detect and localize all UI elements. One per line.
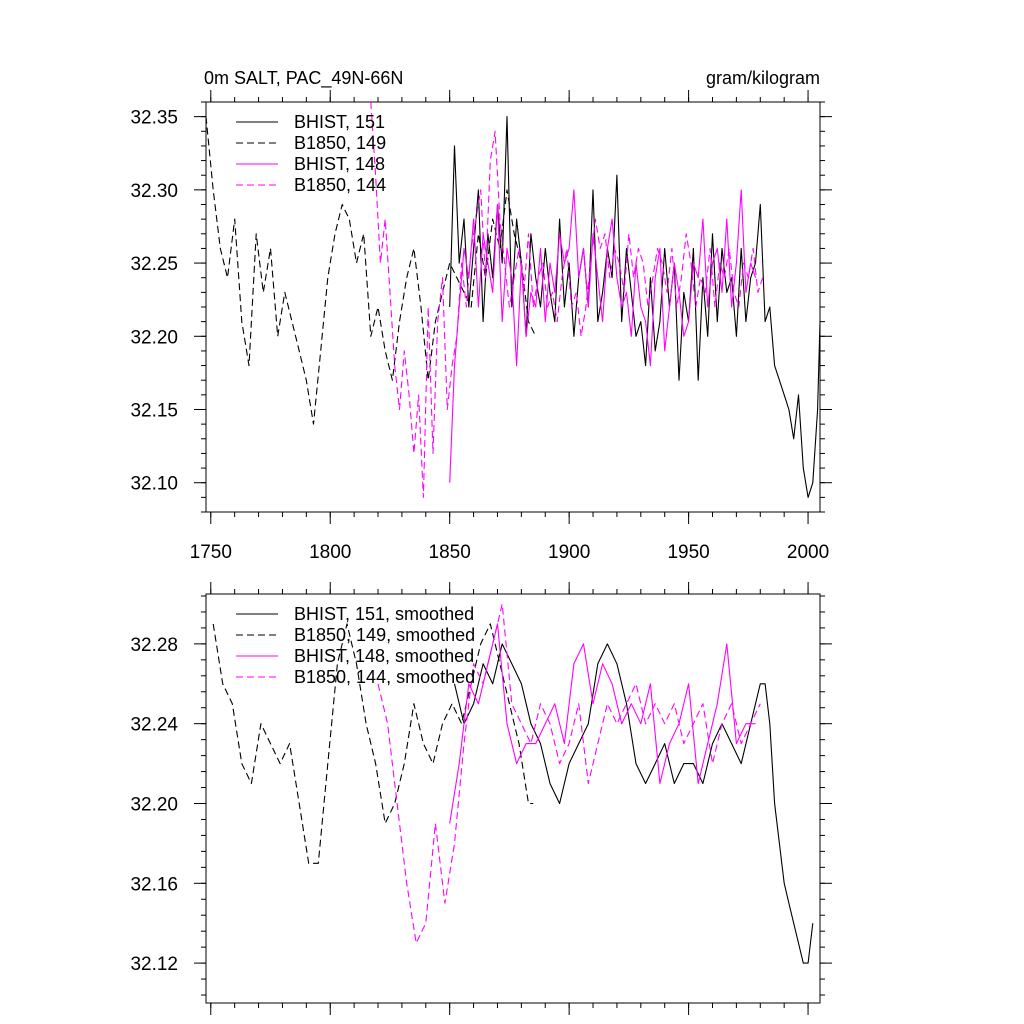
legend-label: BHIST, 148, smoothed (294, 646, 474, 666)
y-tick-label: 32.35 (130, 108, 178, 129)
x-tick-label: 1900 (548, 542, 590, 563)
series-line-b1850-149-smoothed (212, 623, 534, 864)
units-label: gram/kilogram (706, 68, 820, 88)
y-tick-label: 32.16 (130, 874, 178, 895)
series-line-bhist-148 (449, 189, 757, 483)
x-tick-label: 1850 (429, 542, 471, 563)
y-tick-label: 32.30 (130, 181, 178, 202)
smoothed-salinity-panel: 32.12 32.16 32.20 32.24 32.28 BHIST, 151, smo… (130, 582, 832, 1015)
y-tick-label: 32.20 (130, 794, 178, 815)
series-line-b1850-144-smoothed (377, 603, 761, 944)
x-tick-label: 2000 (787, 542, 829, 563)
series-line-b1850-144 (370, 102, 764, 498)
series-line-bhist-151-smoothed (453, 643, 814, 964)
legend-label: BHIST, 151, smoothed (294, 604, 474, 624)
y-tick-label: 32.20 (130, 327, 178, 348)
x-tick-label: 1800 (309, 542, 351, 563)
legend-label: BHIST, 151 (294, 112, 385, 132)
legend-label: B1850, 149 (294, 133, 386, 153)
raw-salinity-panel: 1750 1800 1850 1900 1950 2000 32.10 32.15 32.20 3… (130, 90, 832, 563)
x-tick-label: 1950 (667, 542, 709, 563)
legend-label: B1850, 144 (294, 175, 386, 195)
y-tick-label: 32.24 (130, 715, 178, 736)
legend-label: B1850, 149, smoothed (294, 625, 475, 645)
series-line-bhist-148-smoothed (449, 623, 756, 824)
legend-label: B1850, 144, smoothed (294, 667, 475, 687)
y-tick-label: 32.25 (130, 254, 178, 275)
y-tick-label: 32.10 (130, 474, 178, 495)
y-tick-label: 32.12 (130, 954, 178, 975)
chart-title: 0m SALT, PAC_49N-66N (204, 68, 403, 89)
y-tick-label: 32.15 (130, 401, 178, 422)
x-tick-label: 1750 (190, 542, 232, 563)
legend-label: BHIST, 148 (294, 154, 385, 174)
plot-frame (205, 593, 821, 1004)
series-line-b1850-149 (206, 116, 537, 425)
y-tick-label: 32.28 (130, 635, 178, 656)
series-line-bhist-151 (449, 116, 820, 498)
